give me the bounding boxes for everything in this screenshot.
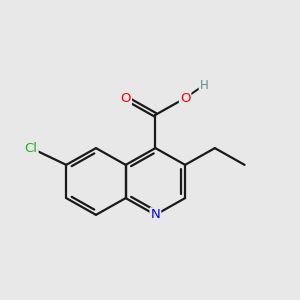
Text: N: N	[151, 208, 160, 221]
Text: Cl: Cl	[25, 142, 38, 154]
Text: H: H	[200, 79, 208, 92]
Text: O: O	[180, 92, 190, 105]
Text: O: O	[120, 92, 131, 105]
